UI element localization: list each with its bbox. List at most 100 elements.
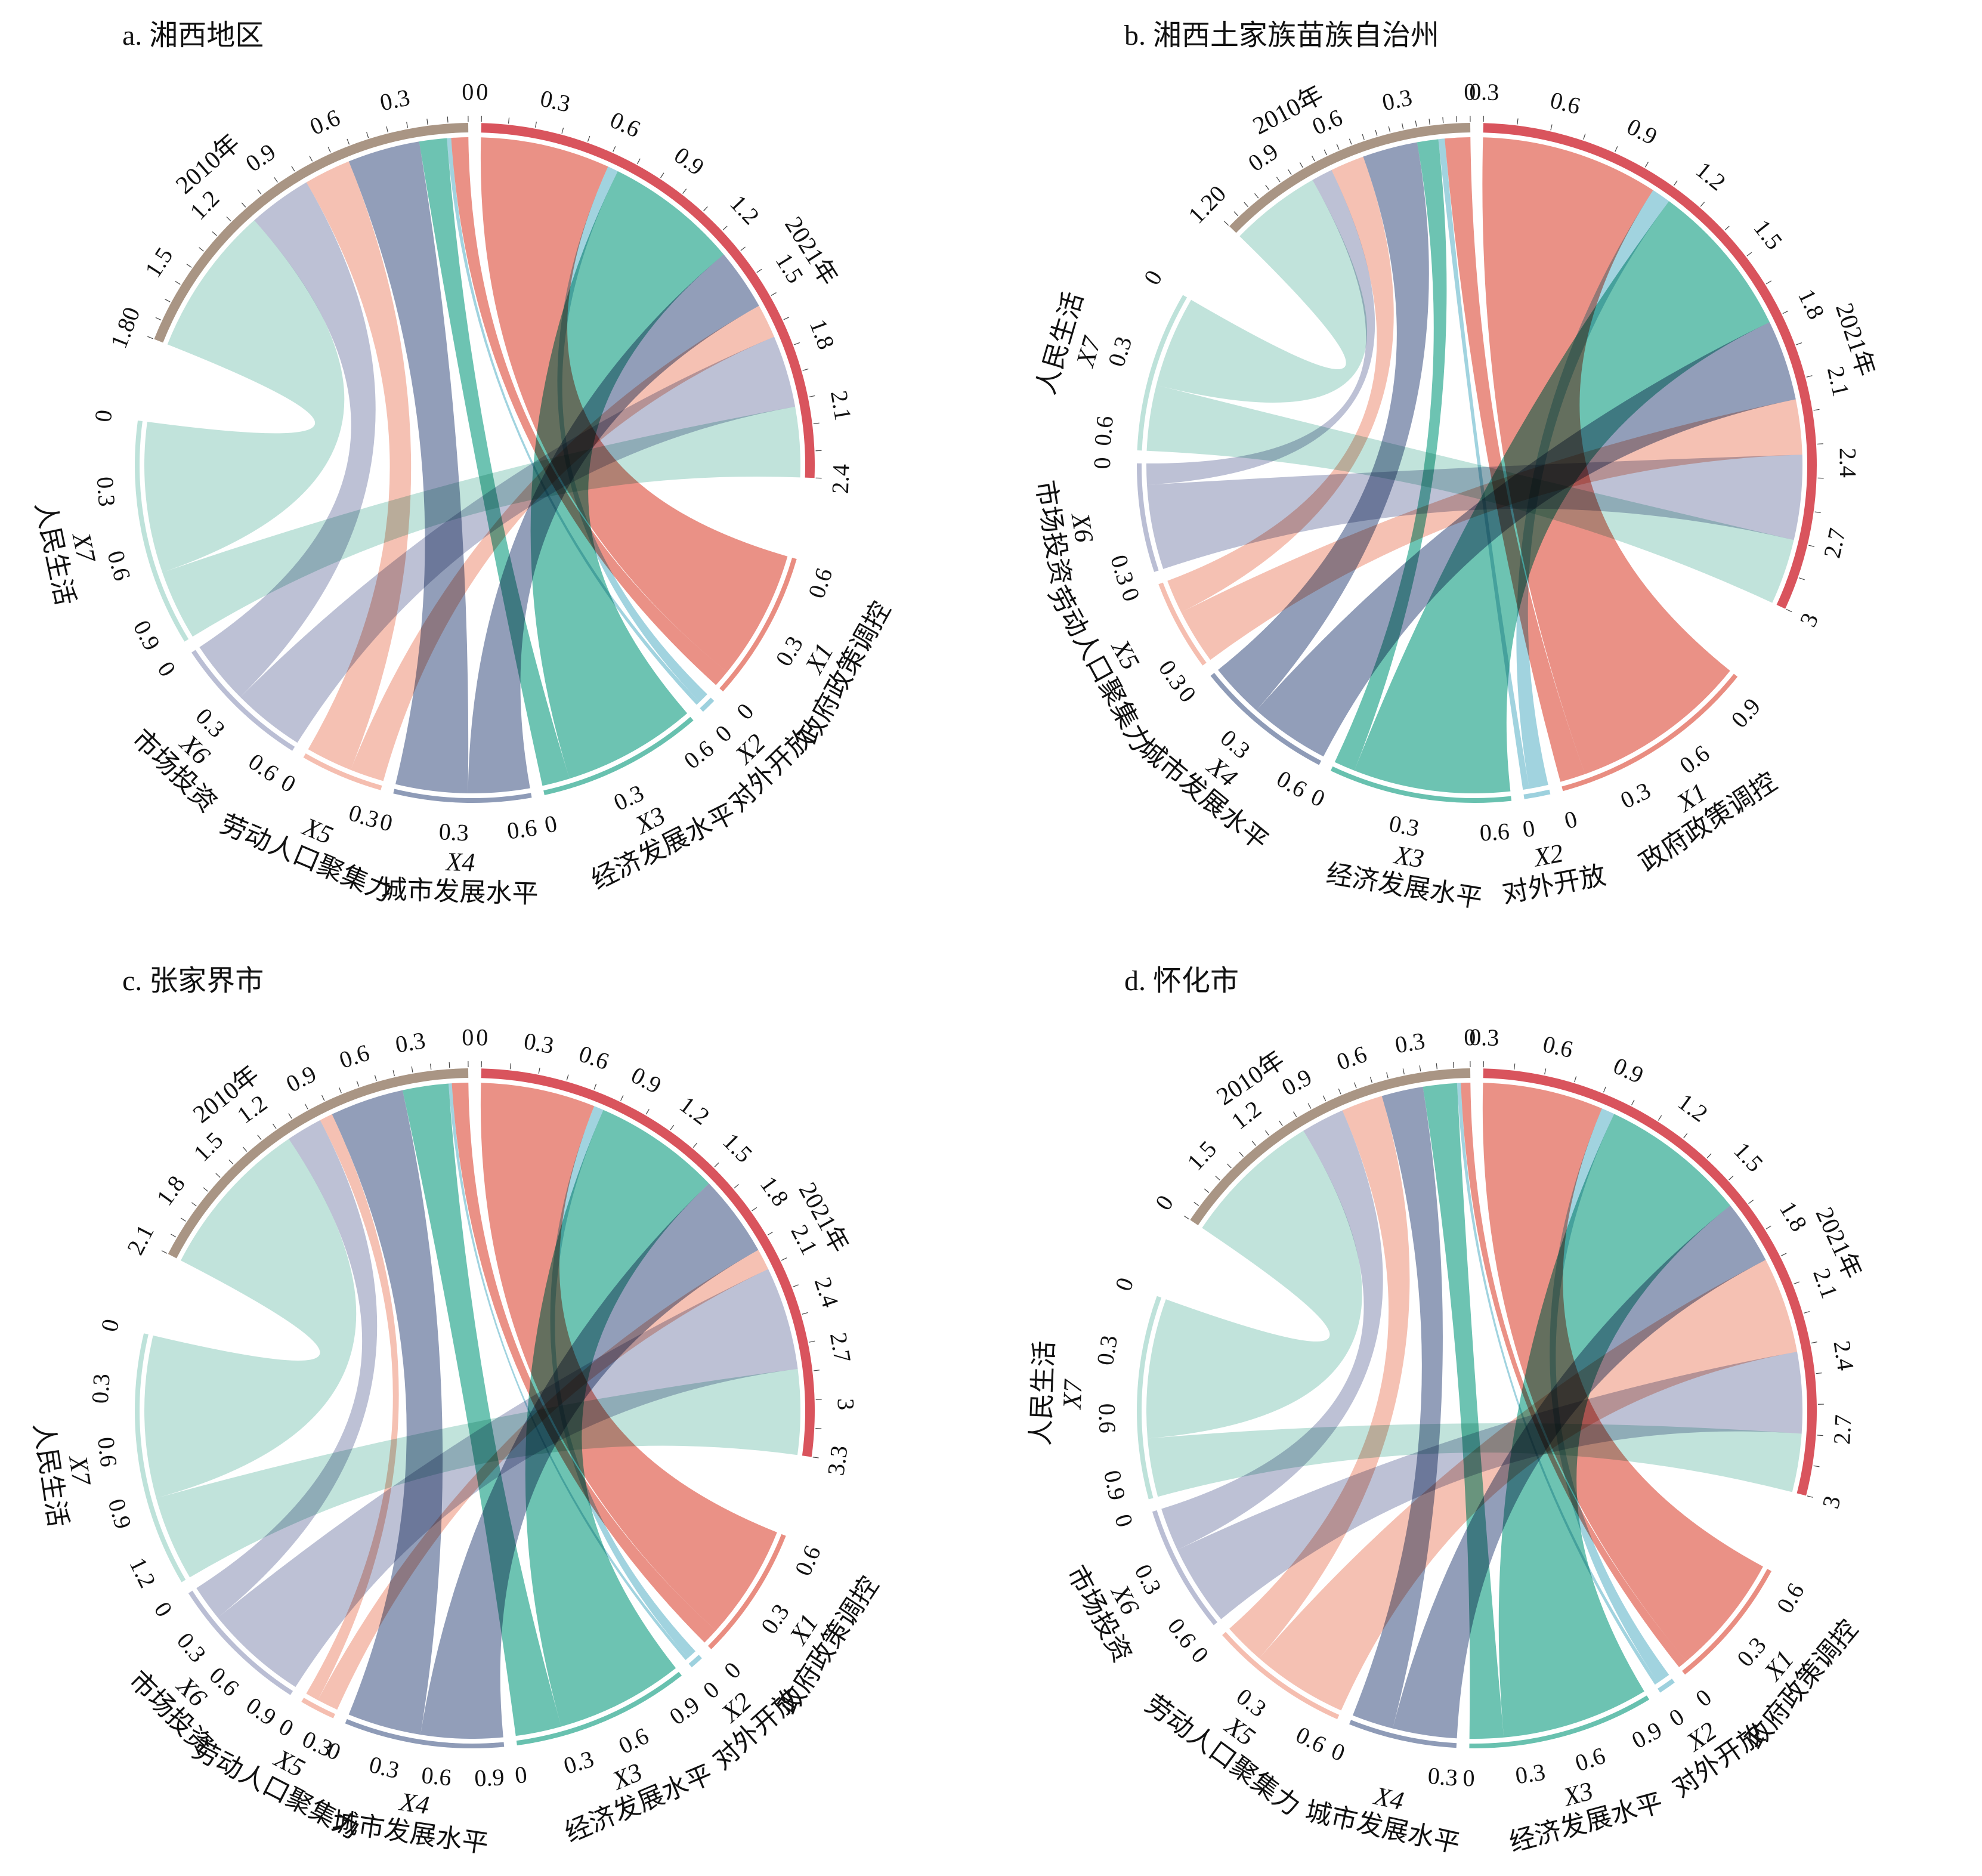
axis-2021-tick <box>752 1207 757 1211</box>
axis-2010-tick <box>338 1087 342 1093</box>
arc-X4 <box>1349 1720 1457 1748</box>
axis-2010-tick-label: 0.3 <box>1393 1027 1427 1059</box>
axis-2010-tick <box>191 1202 197 1207</box>
ribbon-2010-X3 <box>419 138 570 786</box>
arc-X4 <box>1210 673 1322 765</box>
axis-2021-tick-label: 3 <box>833 1398 859 1411</box>
axis-2021-tick-label: 3.3 <box>822 1444 852 1478</box>
axis-2010-tick <box>1233 211 1239 217</box>
axis-2010-tick <box>147 336 153 339</box>
group-name-X4: 城市发展水平 <box>381 875 539 909</box>
ribbon-2010-X6 <box>199 182 376 697</box>
group-code-X2: X2 <box>1530 838 1566 873</box>
axis-2021-tick <box>670 1124 675 1130</box>
axis-2021-tick <box>534 121 537 128</box>
axis-2021-tick <box>814 1370 820 1371</box>
axis-2021-tick-label: 2.4 <box>827 463 855 495</box>
axis-2010-tick-label: 0.3 <box>378 84 412 116</box>
axis-2021-tick <box>714 1162 719 1167</box>
axis-2010-tick <box>1239 1152 1244 1157</box>
axis-2021-tick <box>1603 1086 1606 1093</box>
axis-2010-tick <box>1254 193 1259 199</box>
axis-2010-tick <box>1288 169 1292 175</box>
ribbon-2010-X4 <box>1352 1086 1443 1729</box>
axis-2010-tick <box>1402 1068 1405 1075</box>
group-code-X7: X7 <box>66 529 101 566</box>
axis-2021-tick <box>587 135 590 142</box>
axis-2010-tick <box>321 1095 325 1101</box>
axis-2010-tick <box>1279 1120 1283 1126</box>
axis-2021-tick <box>794 342 800 345</box>
ribbon-2021-X7 <box>162 406 800 637</box>
axis-2010-tick <box>1293 1111 1297 1117</box>
group-tick-label-X7: 0.3 <box>1092 1333 1123 1367</box>
axis-2021-tick <box>561 128 564 134</box>
axis-2021-tick <box>734 1183 739 1189</box>
ribbon-2021-X6 <box>1146 455 1802 569</box>
axis-2021-tick <box>692 1142 698 1148</box>
axis-2010-tick <box>449 1062 450 1068</box>
axis-2010-tick-label: 0 <box>462 1024 474 1050</box>
group-code-X7: X7 <box>63 1452 97 1488</box>
ribbon-2010-X7 <box>144 220 345 573</box>
ribbon-2010-X7 <box>1156 180 1368 403</box>
axis-2010-tick <box>366 132 369 138</box>
axis-2021-tick <box>809 1340 815 1343</box>
axis-2021-tick <box>1574 1076 1577 1083</box>
axis-2010-tick <box>1388 126 1391 132</box>
arc-X6 <box>188 1590 293 1695</box>
arc-X3 <box>1330 766 1512 803</box>
axis-2010-tick <box>242 1146 248 1152</box>
ribbon-2021-X1 <box>1482 1083 1763 1661</box>
ribbon-2021-X3 <box>525 1109 709 1727</box>
axis-2010-tick-label: 0 <box>462 78 474 105</box>
axis-2010-tick <box>274 177 278 183</box>
group-code-X3: X3 <box>1392 840 1426 874</box>
ribbon-2021-X4 <box>468 254 759 794</box>
group-tick-label-X3: 0.3 <box>1387 809 1421 842</box>
ribbon-2010-X3 <box>1334 139 1447 771</box>
axis-2021-tick-label: 2.4 <box>1828 1339 1859 1372</box>
arc-X3 <box>516 1671 682 1746</box>
axis-2010-tick <box>257 1135 262 1141</box>
axis-2010-tick <box>212 231 217 236</box>
group-tick-label-X4: 0.3 <box>438 818 469 846</box>
axis-2021-tick <box>1615 146 1618 152</box>
axis-2010-tick <box>1322 1095 1327 1102</box>
group-tick-label-X7: 0.9 <box>1099 1468 1131 1503</box>
axis-2010-tick <box>1436 1063 1437 1070</box>
ribbon-2010-X5 <box>306 161 412 770</box>
arc-X7 <box>134 1333 186 1583</box>
axis-2010-tick <box>356 1080 360 1087</box>
axis-2021-tick <box>1724 225 1730 231</box>
axis-2010-tick <box>1338 1088 1341 1095</box>
axis-2021-tick-label: 2.7 <box>1818 526 1851 560</box>
axis-2021-tick <box>620 1095 624 1101</box>
axis-2021-tick <box>645 1109 650 1115</box>
axis-2010-tick <box>392 1070 395 1077</box>
group-tick-label-X4: 0.9 <box>474 1763 505 1791</box>
ribbon-2010-X3 <box>402 1083 561 1736</box>
axis-2010-tick <box>203 1187 208 1192</box>
panel-title: a. 湘西地区 <box>122 20 264 51</box>
axis-2010-tick <box>1193 1201 1199 1206</box>
ribbon-2021-X1 <box>480 137 788 672</box>
group-tick-label-X7: 0.3 <box>92 476 120 508</box>
axis-2021-tick <box>1706 1153 1712 1158</box>
axis-2021-tick <box>1796 342 1802 345</box>
group-tick-label-X3: 0 <box>1462 1764 1475 1791</box>
axis-2010-tick <box>1299 162 1303 168</box>
ribbon-2010-X2 <box>1438 138 1529 790</box>
axis-2010-tick <box>406 122 409 128</box>
axis-2021-tick <box>509 1063 512 1070</box>
axis-2010-tick <box>1324 149 1327 156</box>
axis-2021-tick-label: 0.6 <box>1541 1030 1576 1063</box>
group-tick-label-X7: 0.6 <box>92 1436 122 1469</box>
axis-2010-tick <box>411 1066 413 1073</box>
axis-2021-tick <box>1782 310 1789 314</box>
axis-2010-tick <box>1419 1065 1421 1072</box>
axis-2010-tick <box>1375 129 1378 136</box>
group-tick-label-X4: 0.6 <box>420 1761 453 1791</box>
axis-2021-tick <box>771 292 777 296</box>
ribbon-2010-X3 <box>1423 1083 1504 1739</box>
